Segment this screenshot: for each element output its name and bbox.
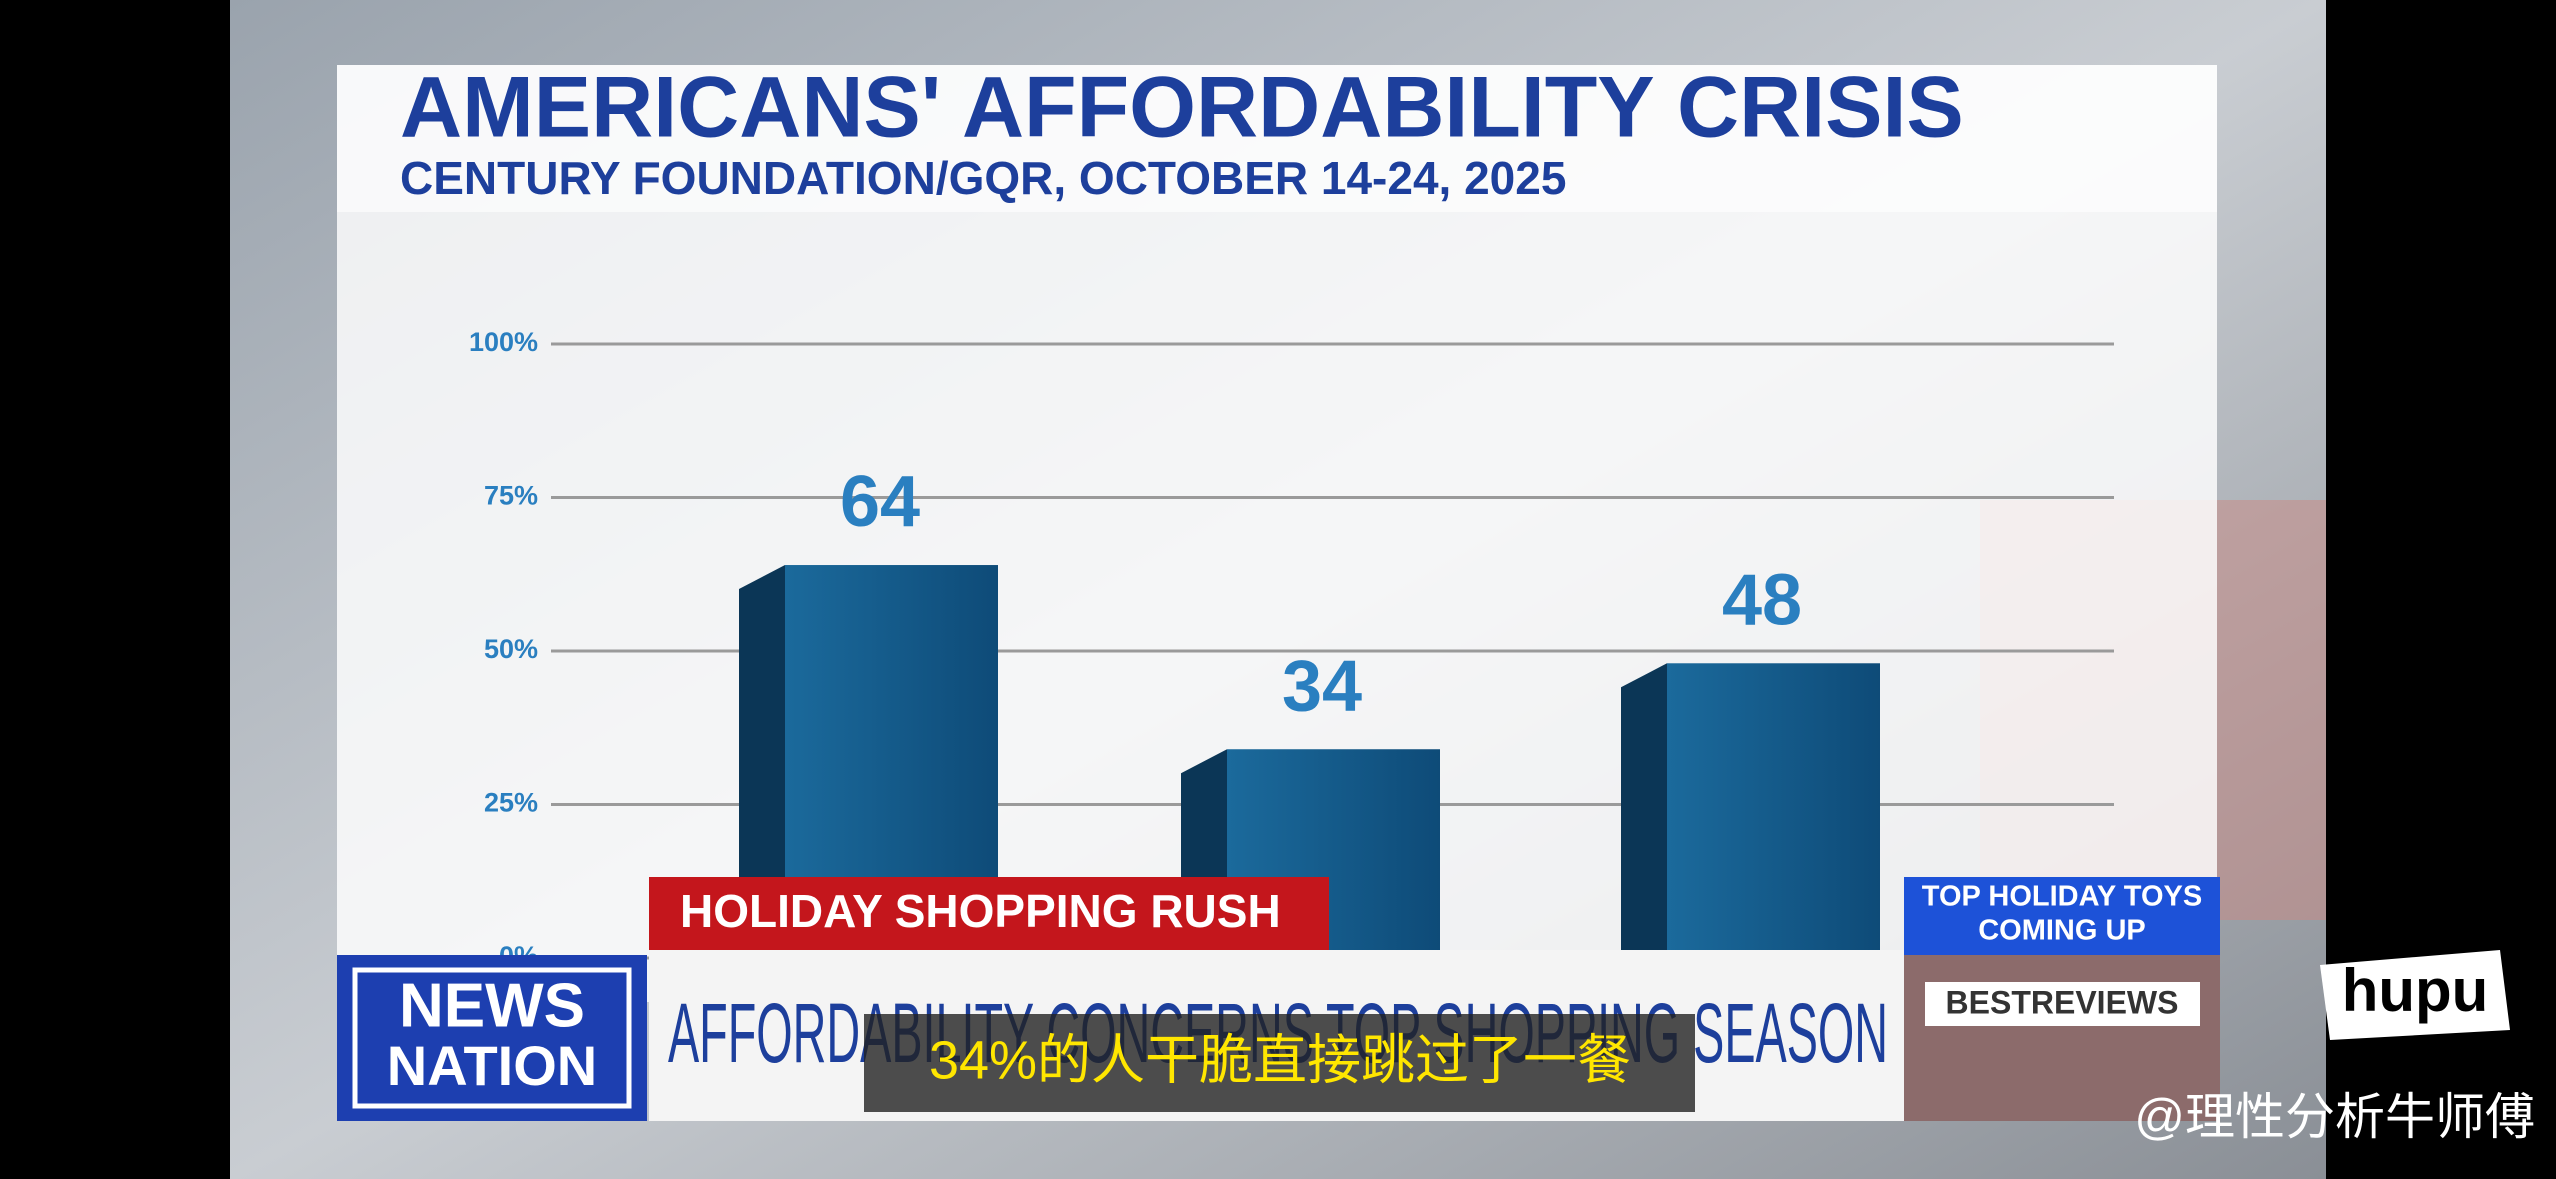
value-label: 48 bbox=[1722, 560, 1802, 640]
bar-side bbox=[1621, 663, 1667, 958]
logo-box bbox=[337, 955, 647, 1121]
promo-box bbox=[1904, 877, 2220, 955]
bar-side bbox=[739, 565, 785, 958]
banner: HOLIDAY SHOPPING RUSH bbox=[680, 885, 1281, 937]
logo-nation: NATION bbox=[387, 1034, 598, 1097]
banner-box bbox=[649, 877, 1329, 950]
promo-brand: BESTREVIEWS bbox=[1946, 984, 2179, 1020]
title-panel bbox=[337, 65, 2217, 212]
value-label: 64 bbox=[840, 462, 920, 542]
logo-news: NEWS bbox=[399, 971, 585, 1040]
logo-frame bbox=[352, 967, 632, 1109]
value-label: 34 bbox=[1282, 646, 1362, 726]
promo-label-box bbox=[1925, 982, 2200, 1026]
brand: hupu bbox=[2342, 957, 2489, 1024]
chart-subtitle: CENTURY FOUNDATION/GQR, OCTOBER 14-24, 2… bbox=[400, 152, 1566, 204]
brand-badge bbox=[2320, 950, 2510, 1040]
y-tick-label: 100% bbox=[469, 327, 538, 357]
y-tick-label: 25% bbox=[484, 788, 538, 818]
chart-title: AMERICANS' AFFORDABILITY CRISIS bbox=[400, 60, 1964, 156]
y-tick-label: 50% bbox=[484, 634, 538, 664]
bar bbox=[1667, 663, 1880, 958]
promo-title: TOP HOLIDAY TOYS bbox=[1922, 881, 2202, 913]
caption: 34%的人干脆直接跳过了一餐 bbox=[929, 1030, 1631, 1090]
caption-box bbox=[864, 1014, 1695, 1112]
watermark: @理性分析牛师傅 bbox=[2134, 1089, 2535, 1145]
promo-subtitle: COMING UP bbox=[1978, 915, 2146, 947]
y-tick-label: 75% bbox=[484, 481, 538, 511]
